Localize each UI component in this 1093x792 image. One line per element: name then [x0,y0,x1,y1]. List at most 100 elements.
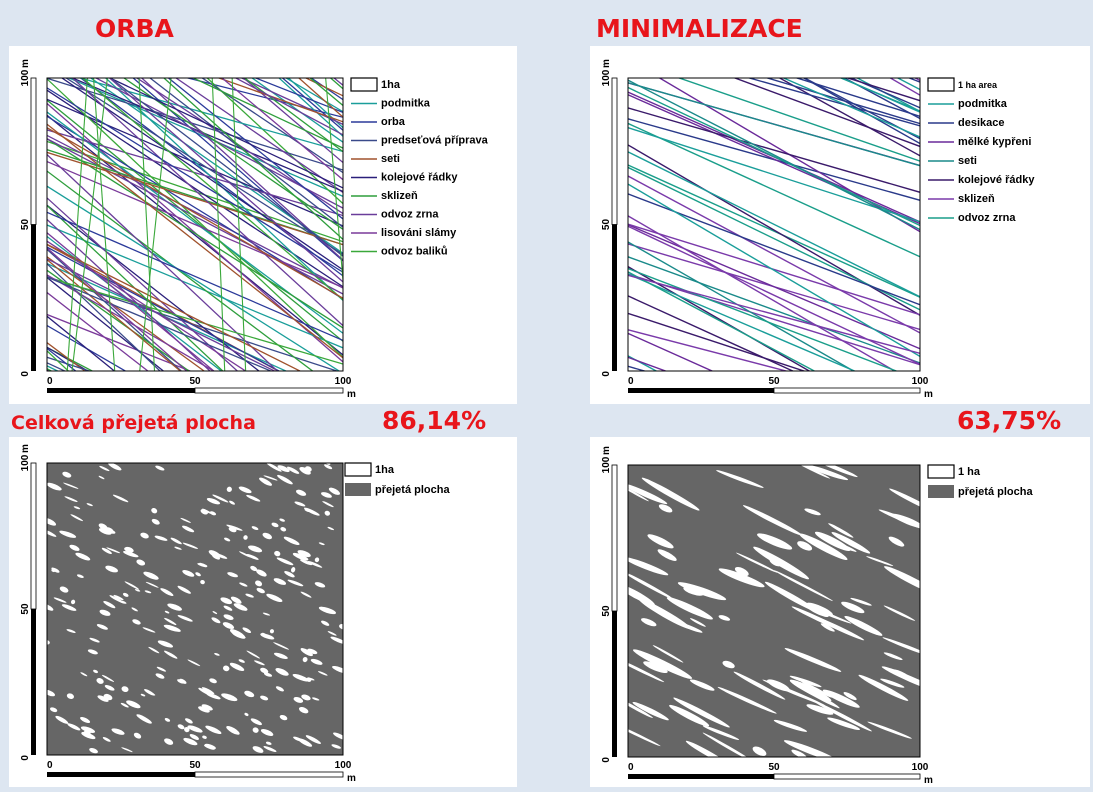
legend-label: podmitka [958,98,1008,110]
percentage-orba: 86,14% [382,406,486,435]
track-line [47,46,343,72]
track-line [94,78,115,371]
legend-label: 1 ha area [958,80,998,90]
percentage-minimalizace: 63,75% [957,406,1061,435]
heading-minimalizace: MINIMALIZACE [596,14,803,43]
heading-orba: ORBA [95,14,174,43]
track-line [47,46,343,53]
x-scale-bar-right [774,388,920,393]
legend-swatch-fill [345,483,371,496]
legend-label: přejetá plocha [375,484,450,496]
track-line [47,46,343,49]
x-unit-label: m [924,389,933,400]
y-scale-bar-top [612,465,617,611]
track-line [47,46,343,229]
track-line [47,292,343,404]
track-line [628,46,920,81]
caption-total-covered-area: Celková přejetá plocha [11,412,256,434]
legend-label: predseťová příprava [381,135,489,147]
track-line [47,90,343,287]
track-line [628,46,920,108]
track-line [47,46,343,60]
y-tick-label: 0 [601,757,612,763]
legend-label: sklizeň [381,190,418,202]
y-tick-label: 50 [20,603,31,615]
track-line [47,124,343,358]
y-tick-label: 50 [601,219,612,231]
track-line [47,46,343,50]
y-tick-label: 100 [20,454,31,471]
plot-area [47,46,351,404]
legend-swatch-box [351,78,377,91]
legend-label: desikace [958,117,1004,129]
x-unit-label: m [347,389,356,400]
legend-label: odvoz zrna [958,212,1016,224]
track-line [47,46,343,66]
track-line [628,46,920,156]
x-tick-label: 100 [335,376,352,387]
legend-label: kolejové řádky [958,174,1035,186]
plot-area [609,455,945,769]
y-tick-label: 100 [601,456,612,473]
track-line [628,269,920,381]
x-tick-label: 100 [335,760,352,771]
track-line [628,46,920,111]
covered-area [47,463,343,755]
x-scale-bar-right [195,772,343,777]
y-scale-bar-bottom [612,225,617,372]
plot-area [628,46,920,404]
track-line [47,46,343,66]
y-tick-label: 50 [601,605,612,617]
y-scale-bar-bottom [31,225,36,372]
legend-label: odvoz baliků [381,246,448,258]
x-tick-label: 50 [768,376,780,387]
legend-label: 1 ha [958,466,981,478]
legend-label: přejetá plocha [958,486,1033,498]
track-line [47,46,343,89]
track-line [628,165,920,297]
x-tick-label: 0 [628,762,634,773]
y-tick-label: 50 [20,219,31,231]
legend-swatch-fill [928,485,954,498]
x-tick-label: 50 [189,376,201,387]
x-unit-label: m [347,773,356,784]
legend-label: seti [958,155,977,167]
x-tick-label: 0 [47,376,53,387]
legend-label: sklizeň [958,193,995,205]
x-scale-bar-left [47,388,195,393]
x-tick-label: 100 [912,762,929,773]
x-scale-bar-right [774,774,920,779]
x-scale-bar-right [195,388,343,393]
track-line [628,46,920,82]
legend-label: odvoz zrna [381,209,439,221]
legend-label: 1ha [381,79,401,91]
legend-label: mělké kypřeni [958,136,1031,148]
x-scale-bar-left [628,774,774,779]
track-line [628,46,920,116]
track-line [628,46,920,111]
track-line [628,108,920,192]
legend-label: orba [381,116,406,128]
y-scale-bar-top [31,463,36,609]
legend-label: seti [381,153,400,165]
x-scale-bar-left [628,388,774,393]
legend-swatch-box [928,78,954,91]
covered-area [628,465,920,757]
y-unit-label: m [601,446,612,455]
track-line [628,184,920,356]
x-tick-label: 0 [628,376,634,387]
legend-swatch-box [928,465,954,478]
track-line [628,145,920,315]
y-unit-label: m [20,444,31,453]
y-tick-label: 100 [601,69,612,86]
legend-label: lisováni slámy [381,227,457,239]
legend-label: podmitka [381,98,431,110]
y-tick-label: 0 [20,371,31,377]
x-unit-label: m [924,775,933,786]
